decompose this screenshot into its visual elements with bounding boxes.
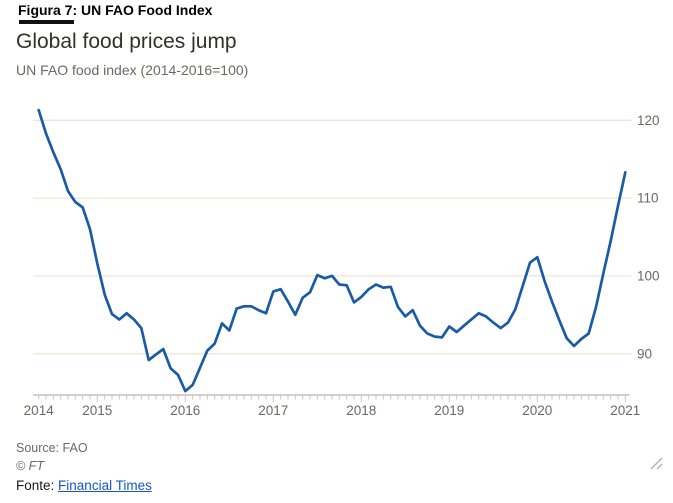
y-axis-label: 110 — [637, 191, 659, 206]
x-axis-label: 2019 — [434, 403, 464, 418]
resize-handle-icon[interactable] — [645, 455, 663, 470]
figure-kicker: Figura 7: UN FAO Food Index — [18, 2, 213, 18]
x-axis-label: 2016 — [170, 403, 200, 418]
food-index-line — [37, 108, 627, 393]
chart-subtitle: UN FAO food index (2014-2016=100) — [16, 62, 249, 78]
x-axis-label: 2021 — [610, 403, 640, 418]
x-axis-label: 2015 — [82, 403, 112, 418]
footer-prefix: Fonte: — [16, 478, 55, 493]
y-axis-label: 100 — [637, 268, 660, 283]
line-chart: 90 100 110 120 2014 2015 2016 2017 2018 2019 2020 2… — [24, 108, 660, 418]
x-axis-label: 2017 — [258, 403, 288, 418]
kicker-underline-bar — [19, 20, 74, 24]
x-axis-label: 2020 — [522, 403, 552, 418]
x-axis-label: 2014 — [24, 403, 55, 418]
credit-note: © FT — [16, 459, 44, 473]
source-note: Source: FAO — [16, 441, 88, 455]
chart-title: Global food prices jump — [16, 30, 237, 53]
y-axis-label: 90 — [637, 346, 652, 361]
x-axis-label: 2018 — [346, 403, 376, 418]
financial-times-link[interactable]: Financial Times — [58, 478, 152, 493]
y-axis-label: 120 — [637, 113, 660, 128]
footer-source-line: Fonte: Financial Times — [16, 478, 152, 493]
